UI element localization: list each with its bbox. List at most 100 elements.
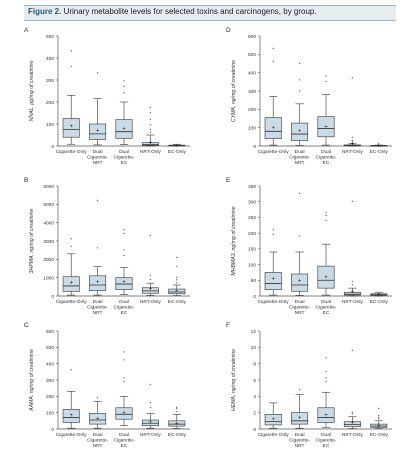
iqr-box [141,419,159,427]
iqr-box [343,421,361,427]
outlier-point: * [176,255,178,260]
category-label: Cigarette-Only [258,432,290,438]
box-3: + ** [317,74,335,146]
category-label: Dual [119,432,129,438]
box-3: +**** [115,350,133,427]
y-tick-label: 200 [46,100,54,106]
y-tick-label: 100 [46,122,54,128]
box-2: +* [89,71,107,146]
category-label: Dual [295,299,305,305]
outlier-point: * [176,278,178,283]
category-label: Cigarette-Only [56,432,88,438]
outlier-point: * [123,231,125,236]
y-axis-label: NNAL, pg/mg of creatinine [29,60,35,121]
iqr-box [62,118,80,138]
y-axis-label: HEMA, ng/mg of creatinine [231,349,237,411]
category-label: Cigarette-Only [56,299,88,305]
y-tick-label: 400 [46,361,54,367]
outlier-point: * [150,127,152,132]
outlier-point: * [378,406,380,411]
y-tick-label: 50 [251,278,257,284]
iqr-box [264,272,282,291]
mean-marker: + [377,292,381,298]
mean-marker: + [324,413,328,419]
outlier-point: * [352,283,354,288]
outlier-point: * [150,111,152,116]
y-tick-label: 600 [248,34,256,40]
outlier-point: * [97,198,99,203]
panel-letter: F [226,322,230,329]
mean-marker: + [96,416,100,422]
category-label: Cigarette- [87,305,108,311]
mean-marker: + [298,278,302,284]
mean-marker: + [122,411,126,417]
outlier-point: * [150,274,152,279]
mean-marker: + [69,124,73,130]
category-label: Cigarette-Only [56,149,88,155]
category-label: EC-Only [168,149,187,155]
outlier-point: * [378,417,380,422]
category-label: Dual [295,432,305,438]
outlier-point: * [97,71,99,76]
y-tick-label: 2 [253,410,256,416]
mean-marker: + [149,141,153,147]
outlier-point: * [325,214,327,219]
category-label: NRT [93,310,103,316]
panel-letter: A [24,27,29,34]
outlier-point: * [97,396,99,401]
outlier-point: * [150,406,152,411]
outlier-point: * [150,383,152,388]
outlier-point: * [123,350,125,355]
outlier-point: * [176,410,178,415]
outlier-point: * [150,105,152,110]
mean-marker: + [377,423,381,429]
panel-c: C 0 100 200 300 400 500 600 AAMA, ng/mg of creat… [24,322,190,449]
box-1: + [264,402,282,429]
outlier-point: * [378,142,380,147]
outlier-point: * [352,412,354,417]
category-label: EC [323,160,330,166]
y-tick-label: 0 [51,427,54,433]
iqr-box [317,265,335,289]
category-label: NRT-Only [140,299,162,305]
outlier-point: * [299,89,301,94]
y-tick-label: 12 [251,329,257,335]
outlier-point: * [176,264,178,269]
category-label: Dual [93,149,103,155]
mean-marker: + [271,277,275,283]
panel-b: B 0 1000 2000 3000 4000 5000 6000 3HPMA, ng/mg o… [24,177,190,316]
outlier-point: * [176,281,178,286]
y-tick-label: 2000 [43,257,54,263]
outlier-point: * [123,248,125,253]
box-2: + * * * [291,61,309,146]
outlier-point: * [123,228,125,233]
outlier-point: * [352,138,354,143]
box-5: +***** [168,255,186,296]
outlier-point: * [272,228,274,233]
category-label: NRT [295,443,305,449]
iqr-box [115,277,133,290]
y-tick-label: 0 [51,294,54,300]
box-3: +*** [115,79,133,145]
y-tick-label: 500 [46,34,54,40]
outlier-point: * [299,234,301,239]
mean-marker: + [96,280,100,286]
outlier-point: * [150,117,152,122]
outlier-point: * [123,84,125,89]
outlier-point: * [325,74,327,79]
category-label: Cigarette- [289,438,310,444]
y-tick-label: 10 [251,345,257,351]
y-tick-label: 200 [46,394,54,400]
panel-letter: D [226,27,231,34]
iqr-box [317,407,335,423]
outlier-point: * [325,356,327,361]
box-4: +*** [141,233,159,296]
outlier-point: * [352,136,354,141]
outlier-point: * [299,78,301,83]
outlier-point: * [70,65,72,70]
y-tick-label: 300 [248,200,256,206]
y-tick-label: 300 [46,378,54,384]
box-1: + * * [264,47,282,146]
category-label: Dual [119,149,129,155]
